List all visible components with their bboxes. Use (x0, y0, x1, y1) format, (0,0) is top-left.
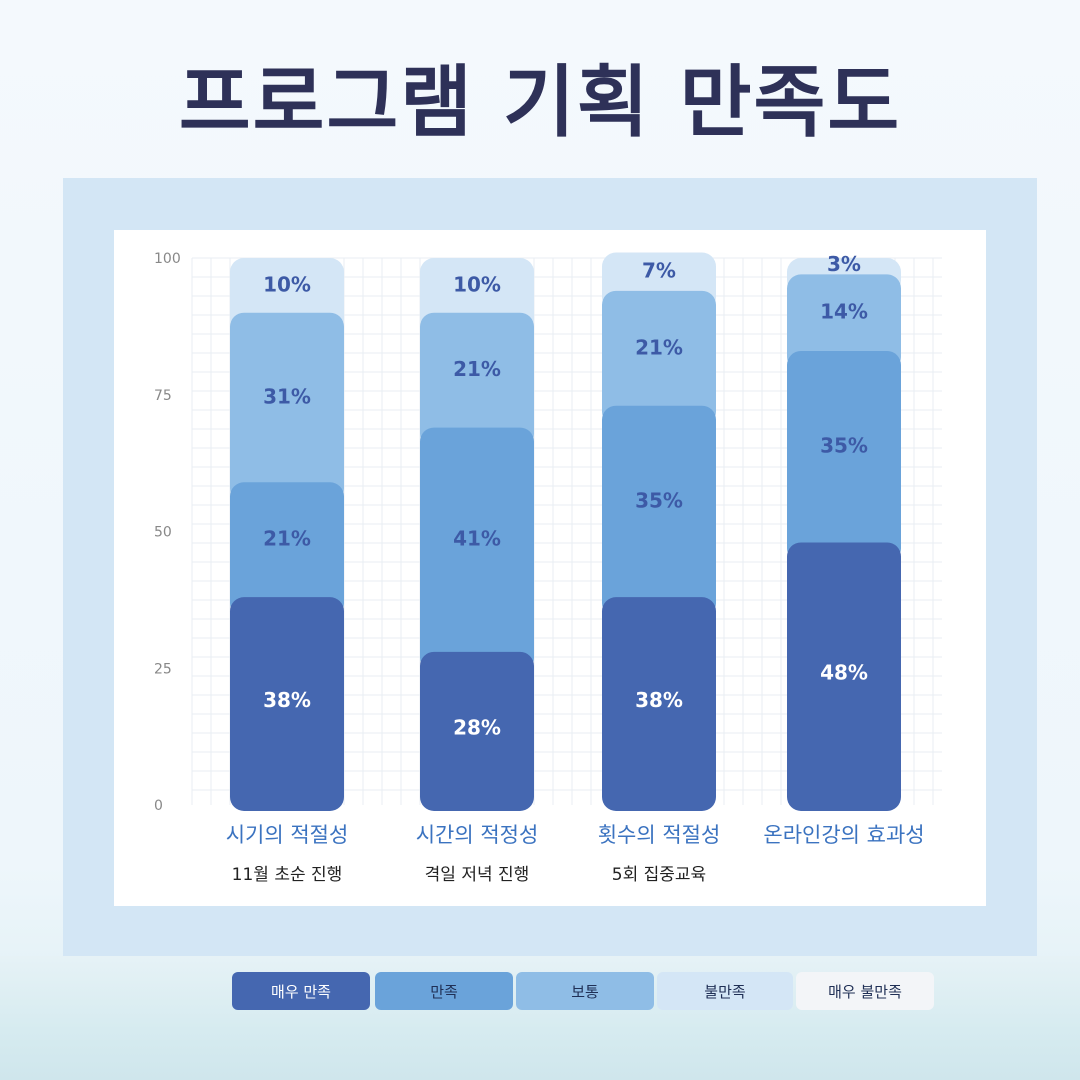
legend-item-dissatisfied: 불만족 (657, 972, 793, 1010)
data-label: 3% (827, 252, 861, 276)
bar-segment (230, 312, 344, 503)
category-label: 온라인강의 효과성 (763, 823, 924, 847)
data-label: 35% (820, 434, 868, 458)
data-label: 31% (263, 384, 311, 408)
y-tick-label: 75 (154, 388, 172, 404)
data-label: 14% (820, 300, 868, 324)
bar-segment (602, 405, 716, 618)
stacked-bar-chart: 0 25 50 75 100 38% 21% 31% 10% 시기의 적절성 11월 초순 진행 28… (154, 251, 942, 885)
legend-item-very-dissatisfied: 매우 불만족 (796, 972, 934, 1010)
data-label: 21% (263, 527, 311, 551)
category-subtitle: 5회 집중교육 (612, 865, 706, 885)
y-tick-label: 25 (154, 661, 172, 677)
bar-segment (787, 350, 901, 563)
bar-segment (420, 312, 534, 448)
data-label: 38% (635, 688, 683, 712)
data-label: 35% (635, 488, 683, 512)
bar-segment (602, 290, 716, 426)
category-label: 시기의 적절성 (226, 823, 349, 847)
data-label: 41% (453, 527, 501, 551)
category-label: 횟수의 적절성 (598, 823, 721, 847)
data-label: 48% (820, 661, 868, 685)
bar-segment (787, 274, 901, 371)
bar-segment (602, 597, 716, 811)
y-tick-label: 50 (154, 525, 172, 541)
legend-label: 보통 (571, 982, 599, 1001)
legend-item-very-satisfied: 매우 만족 (232, 972, 370, 1010)
page-title: 프로그램 기획 만족도 (178, 58, 902, 148)
data-label: 28% (453, 715, 501, 739)
legend-label: 매우 불만족 (828, 982, 902, 1001)
data-label: 21% (635, 335, 683, 359)
bar-segment (230, 597, 344, 811)
category-subtitle: 격일 저녁 진행 (425, 865, 530, 885)
category-subtitle: 11월 초순 진행 (232, 865, 343, 885)
legend-item-satisfied: 만족 (375, 972, 513, 1010)
data-label: 10% (263, 272, 311, 296)
legend-label: 불만족 (704, 982, 746, 1001)
data-label: 10% (453, 272, 501, 296)
data-label: 7% (642, 259, 676, 283)
bar-segment (787, 542, 901, 811)
data-label: 38% (263, 688, 311, 712)
data-label: 21% (453, 357, 501, 381)
legend-item-normal: 보통 (516, 972, 654, 1010)
y-tick-label: 100 (154, 251, 181, 267)
legend-label: 매우 만족 (271, 982, 331, 1001)
bar-segment (230, 482, 344, 618)
y-tick-label: 0 (154, 798, 163, 814)
bar-segment (420, 651, 534, 811)
legend-label: 만족 (430, 982, 458, 1001)
bar-segment (420, 427, 534, 672)
legend: 매우 만족 만족 보통 불만족 매우 불만족 (0, 972, 1080, 1010)
category-label: 시간의 적정성 (416, 823, 539, 847)
